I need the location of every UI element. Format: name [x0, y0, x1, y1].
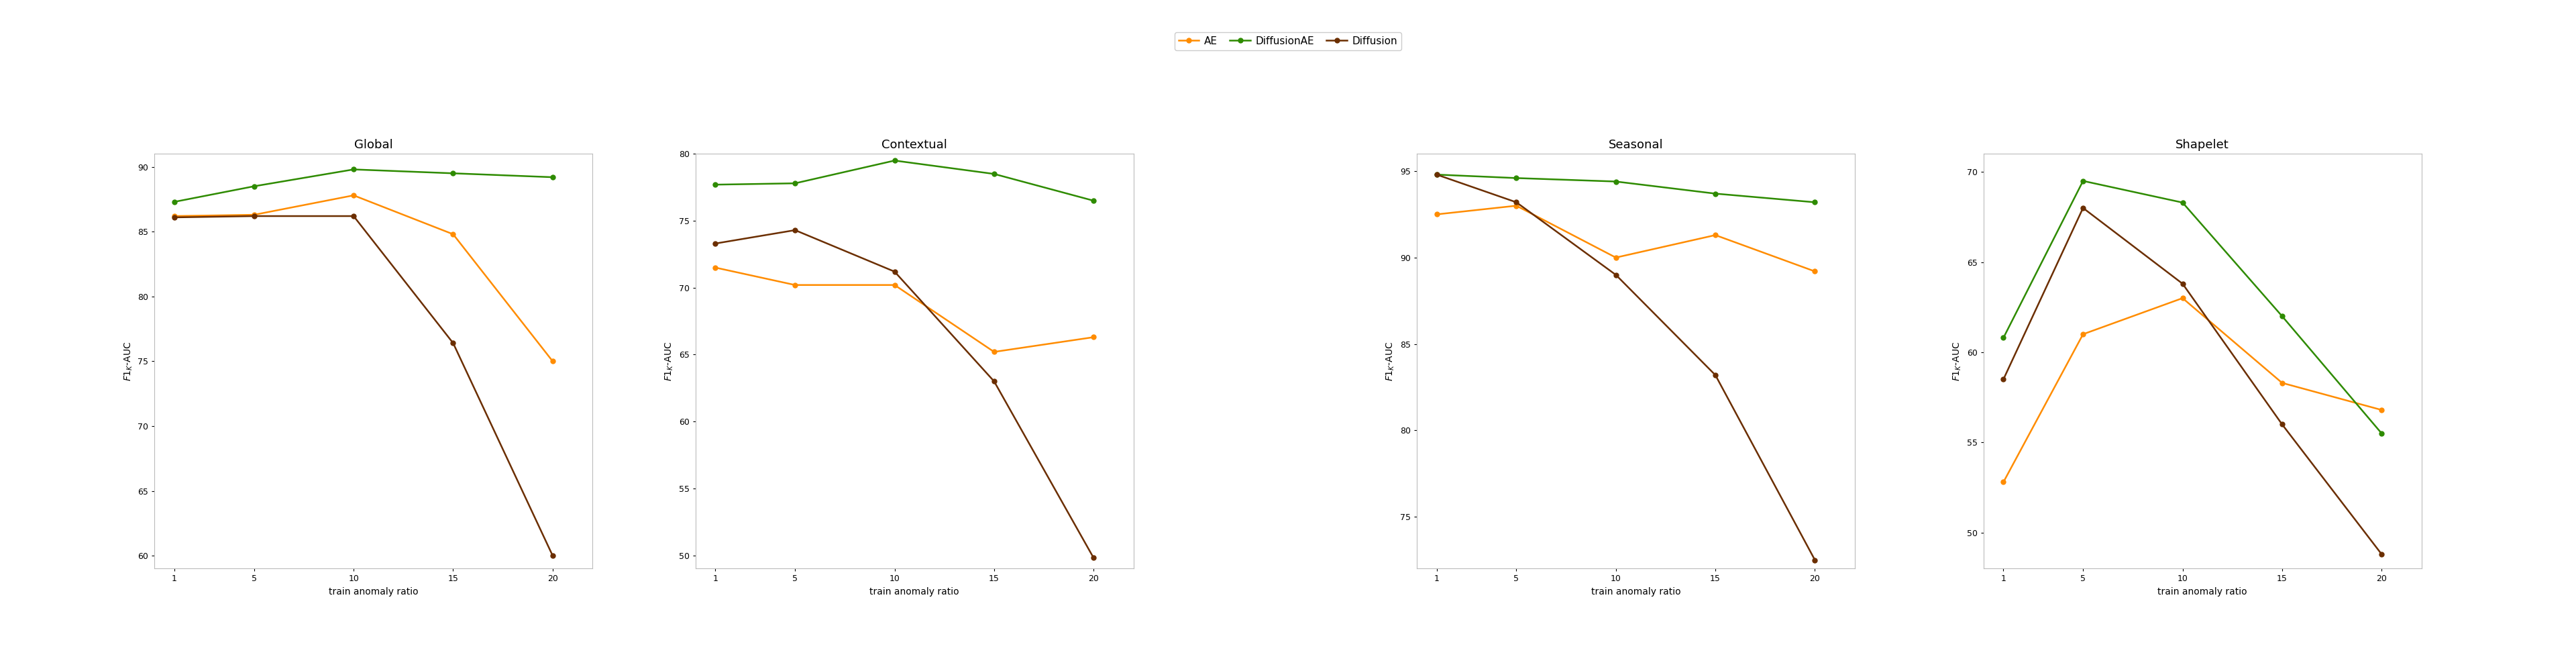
- DiffusionAE: [538, 173, 569, 181]
- DiffusionAE: [701, 181, 732, 189]
- Diffusion: [160, 213, 191, 221]
- Line: Diffusion: Diffusion: [714, 228, 1095, 560]
- Line: DiffusionAE: DiffusionAE: [1435, 173, 1816, 205]
- AE: [2069, 330, 2099, 339]
- Y-axis label: $F1_{K}$-AUC: $F1_{K}$-AUC: [1386, 341, 1396, 381]
- AE: [979, 348, 1010, 356]
- Diffusion: [240, 212, 270, 220]
- AE: [1422, 210, 1453, 218]
- Diffusion: [1079, 554, 1110, 562]
- AE: [538, 357, 569, 365]
- DiffusionAE: [781, 179, 811, 187]
- AE: [1600, 254, 1631, 262]
- AE: [1700, 231, 1731, 239]
- Line: AE: AE: [1435, 203, 1816, 274]
- Diffusion: [2166, 280, 2197, 288]
- DiffusionAE: [2069, 177, 2099, 185]
- Diffusion: [438, 339, 469, 347]
- DiffusionAE: [2367, 429, 2398, 438]
- Line: DiffusionAE: DiffusionAE: [173, 167, 554, 204]
- DiffusionAE: [1989, 334, 2020, 342]
- Diffusion: [2367, 550, 2398, 558]
- AE: [1502, 202, 1533, 210]
- Y-axis label: $F1_{K}$-AUC: $F1_{K}$-AUC: [124, 341, 134, 381]
- AE: [160, 212, 191, 220]
- DiffusionAE: [1801, 198, 1832, 206]
- AE: [878, 281, 909, 289]
- AE: [1079, 333, 1110, 341]
- DiffusionAE: [1079, 197, 1110, 205]
- DiffusionAE: [2166, 199, 2197, 207]
- Diffusion: [1502, 198, 1533, 206]
- AE: [1989, 478, 2020, 486]
- Line: DiffusionAE: DiffusionAE: [2002, 179, 2383, 436]
- Diffusion: [781, 226, 811, 234]
- Diffusion: [878, 268, 909, 276]
- Title: Seasonal: Seasonal: [1607, 139, 1664, 151]
- Line: Diffusion: Diffusion: [173, 214, 554, 558]
- Diffusion: [2069, 204, 2099, 212]
- DiffusionAE: [1502, 174, 1533, 182]
- X-axis label: train anomaly ratio: train anomaly ratio: [330, 587, 417, 597]
- X-axis label: train anomaly ratio: train anomaly ratio: [2159, 587, 2246, 597]
- Line: DiffusionAE: DiffusionAE: [714, 159, 1095, 203]
- AE: [2267, 379, 2298, 387]
- DiffusionAE: [240, 182, 270, 190]
- Diffusion: [538, 552, 569, 560]
- Diffusion: [1989, 375, 2020, 383]
- Line: Diffusion: Diffusion: [2002, 205, 2383, 557]
- DiffusionAE: [1600, 177, 1631, 185]
- Y-axis label: $F1_{K}$-AUC: $F1_{K}$-AUC: [1953, 341, 1963, 381]
- DiffusionAE: [2267, 312, 2298, 320]
- Diffusion: [1422, 171, 1453, 179]
- Diffusion: [979, 377, 1010, 385]
- DiffusionAE: [337, 165, 368, 173]
- Legend: AE, DiffusionAE, Diffusion: AE, DiffusionAE, Diffusion: [1175, 32, 1401, 50]
- Title: Shapelet: Shapelet: [2177, 139, 2228, 151]
- AE: [240, 211, 270, 219]
- AE: [2166, 294, 2197, 302]
- Y-axis label: $F1_{K}$-AUC: $F1_{K}$-AUC: [665, 341, 675, 381]
- AE: [1801, 268, 1832, 276]
- DiffusionAE: [160, 198, 191, 206]
- Line: AE: AE: [173, 193, 554, 363]
- Line: Diffusion: Diffusion: [1435, 173, 1816, 563]
- X-axis label: train anomaly ratio: train anomaly ratio: [1592, 587, 1680, 597]
- Diffusion: [2267, 420, 2298, 428]
- Diffusion: [701, 240, 732, 248]
- Line: AE: AE: [714, 266, 1095, 354]
- DiffusionAE: [979, 170, 1010, 178]
- Diffusion: [1600, 271, 1631, 279]
- Diffusion: [337, 212, 368, 220]
- Line: AE: AE: [2002, 296, 2383, 484]
- Diffusion: [1801, 556, 1832, 564]
- DiffusionAE: [438, 169, 469, 177]
- Title: Contextual: Contextual: [881, 139, 948, 151]
- Diffusion: [1700, 371, 1731, 379]
- DiffusionAE: [878, 157, 909, 165]
- AE: [701, 264, 732, 272]
- AE: [2367, 406, 2398, 414]
- DiffusionAE: [1422, 171, 1453, 179]
- AE: [438, 230, 469, 238]
- X-axis label: train anomaly ratio: train anomaly ratio: [871, 587, 958, 597]
- DiffusionAE: [1700, 189, 1731, 197]
- AE: [781, 281, 811, 289]
- AE: [337, 191, 368, 199]
- Title: Global: Global: [353, 139, 394, 151]
